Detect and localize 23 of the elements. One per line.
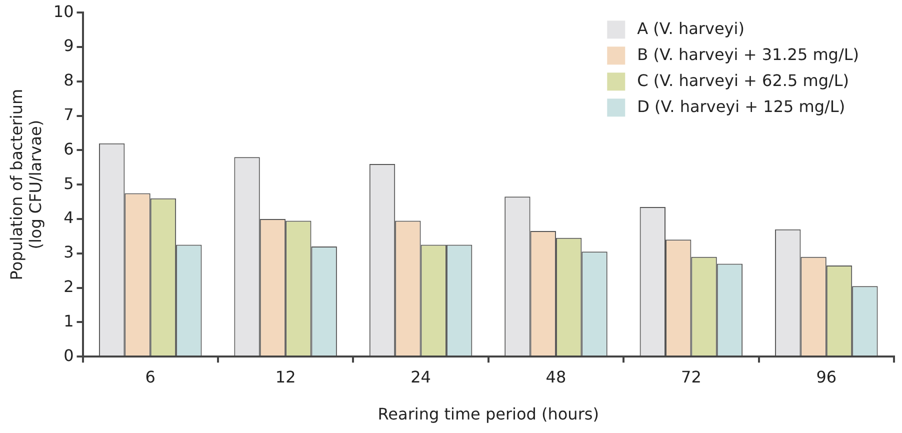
- x-tick-label: 12: [275, 367, 296, 386]
- y-tick-label: 10: [53, 2, 74, 21]
- x-tick-label: 24: [410, 367, 431, 386]
- y-tick-label: 9: [64, 36, 74, 56]
- y-axis-title: Population of bacterium (log CFU/larvae): [6, 88, 45, 280]
- y-tick-label: 0: [64, 346, 74, 365]
- y-tick-label: 3: [64, 242, 74, 262]
- x-axis-title: Rearing time period (hours): [378, 404, 599, 424]
- legend-label: A (V. harveyi): [637, 18, 744, 38]
- legend-label: C (V. harveyi + 62.5 mg/L): [637, 70, 850, 90]
- x-tick-label: 96: [816, 367, 837, 386]
- legend-label: B (V. harveyi + 31.25 mg/L): [637, 44, 860, 64]
- y-tick-label: 7: [64, 104, 74, 124]
- y-tick-label: 6: [64, 139, 74, 158]
- x-tick-label: 72: [681, 367, 702, 386]
- x-tick-label: 6: [145, 367, 156, 386]
- y-tick-label: 5: [64, 174, 74, 193]
- legend-label: D (V. harveyi + 125 mg/L): [637, 96, 846, 116]
- y-tick-label: 1: [64, 311, 74, 330]
- x-tick-label: 48: [546, 367, 566, 386]
- y-tick-label: 2: [64, 276, 74, 296]
- y-tick-label: 8: [64, 70, 74, 90]
- y-tick-label: 4: [64, 208, 74, 228]
